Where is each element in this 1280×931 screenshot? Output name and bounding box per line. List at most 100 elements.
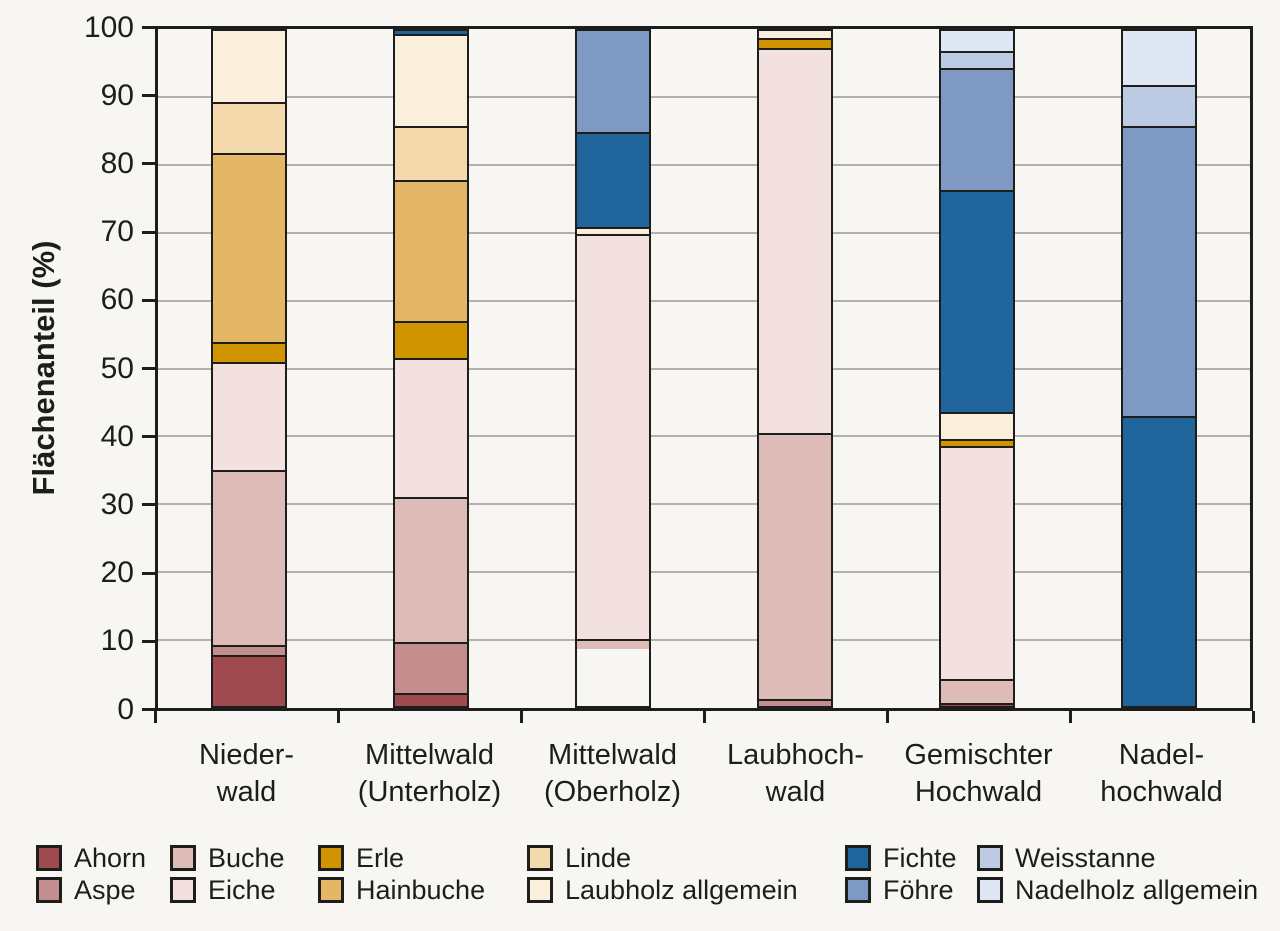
segment-buche [577,638,649,649]
y-tick-label-100: 100 [83,10,134,44]
legend-swatch-nadelholz-allgemein [977,877,1003,903]
segment-eiche [759,47,831,433]
legend-swatch-buche [170,845,196,871]
y-tick-mark-90 [142,94,155,98]
legend-label: Eiche [208,874,276,905]
legend-item-laubholz-allgemein: Laubholz allgemein [527,876,798,904]
gridline-90 [158,95,1250,98]
gridline-60 [158,299,1250,302]
legend-swatch-aspe [36,877,62,903]
gridline-80 [158,163,1250,166]
segment-laubholz-allgemein [941,412,1013,440]
segment-fichte [1123,415,1195,706]
y-tick-mark-60 [142,298,155,302]
segment-fichte [941,189,1013,413]
x-category-label-laubhochwald: Laubhoch-wald [726,739,865,808]
gridline-30 [158,503,1250,506]
gridline-40 [158,435,1250,438]
x-category-label-nadelhochwald: Nadel-hochwald [1100,739,1223,808]
segment-buche [395,496,467,642]
legend-swatch-laubholz-allgemein [527,877,553,903]
legend-label: Erle [356,842,405,873]
gridline-50 [158,367,1250,370]
legend-label: Aspe [74,874,136,905]
y-tick-mark-40 [142,435,155,439]
segment-buche [759,432,831,700]
y-tick-label-70: 70 [100,215,134,249]
segment-linde [213,101,285,153]
legend-item-erle: Erle [318,844,404,872]
gridline-20 [158,571,1250,574]
segment-eiche [577,233,649,639]
legend-item-ahorn: Ahorn [36,844,146,872]
y-tick-mark-20 [142,571,155,575]
legend-swatch-erle [318,845,344,871]
x-category-label-mittelwald-unterholz-: Mittelwald (Unterholz) [357,739,502,808]
segment-weisstanne [941,51,1013,69]
bar-mittelwald-unterholz- [393,29,469,708]
segment-hainbuche [395,179,467,322]
legend-item-weisstanne: Weisstanne [977,844,1156,872]
segment-erle [395,321,467,359]
segment-laubholz-allgemein [395,34,467,126]
segment-ahorn [941,702,1013,706]
x-tick-mark-0 [153,711,157,723]
x-tick-mark-4 [885,711,889,723]
y-tick-mark-70 [142,230,155,234]
y-tick-label-10: 10 [100,624,134,658]
x-tick-mark-1 [336,711,340,723]
legend-label: Ahorn [74,842,147,873]
bar-gemischter-hochwald [939,29,1015,708]
segment-linde [395,125,467,180]
legend-swatch-ahorn [36,845,62,871]
legend-swatch-hainbuche [318,877,344,903]
segment-ahorn [213,655,285,706]
x-category-label-mittelwald-oberholz-: Mittelwald (Oberholz) [544,739,681,808]
legend-swatch-fichte [845,845,871,871]
plot-area [155,26,1253,711]
legend-item-hainbuche: Hainbuche [318,876,485,904]
legend-item-eiche: Eiche [170,876,276,904]
bar-nadelhochwald [1121,29,1197,708]
y-tick-mark-0 [142,708,155,711]
segment-laubholz-allgemein [759,31,831,38]
y-tick-label-90: 90 [100,78,134,112]
legend-label: Laubholz allgemein [565,874,798,905]
legend-label: Hainbuche [356,874,486,905]
legend-label: Weisstanne [1015,842,1156,873]
y-tick-label-80: 80 [100,146,134,180]
x-category-label-gemischter-hochwald: Gemischter Hochwald [904,739,1053,808]
legend-label: Nadelholz allgemein [1015,874,1259,905]
segment-f-hre [1123,125,1195,416]
y-tick-label-0: 0 [117,692,134,726]
legend-label: Fichte [883,842,957,873]
segment-laubholz-allgemein [577,226,649,234]
bar-laubhochwald [757,29,833,708]
segment-laubholz-allgemein [213,31,285,102]
segment-f-hre [577,31,649,133]
segment-f-hre [941,68,1013,190]
segment-erle [213,341,285,362]
legend-item-aspe: Aspe [36,876,136,904]
segment-eiche [395,358,467,497]
segment-buche [213,469,285,646]
segment-ahorn [395,692,467,706]
segment-eiche [941,446,1013,679]
segment-fichte [395,31,467,35]
legend-swatch-weisstanne [977,845,1003,871]
segment-hainbuche [213,152,285,342]
gridline-10 [158,639,1250,642]
legend-swatch-f-hre [845,877,871,903]
y-tick-mark-10 [142,639,155,643]
segment-aspe [759,699,831,706]
legend-swatch-eiche [170,877,196,903]
segment-eiche [213,361,285,470]
segment-erle [941,439,1013,447]
y-tick-label-20: 20 [100,556,134,590]
segment-aspe [395,641,467,693]
bar-niederwald [211,29,287,708]
segment-nadelholz-allgemein [1123,31,1195,85]
legend-item-fichte: Fichte [845,844,957,872]
legend-swatch-linde [527,845,553,871]
